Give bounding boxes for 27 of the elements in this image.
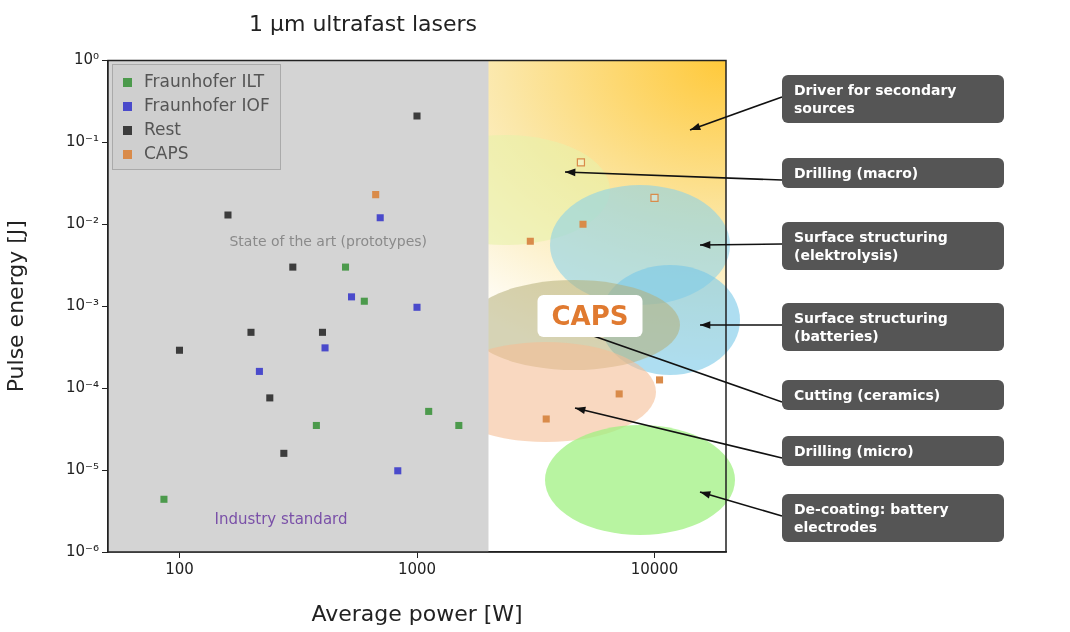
y-tick-label: 10⁻⁵	[65, 459, 99, 478]
y-tick-label: 10⁻⁶	[65, 541, 99, 560]
text: Drilling (macro)	[782, 158, 1004, 188]
y-tick-label: 10⁰	[73, 50, 99, 69]
x-tick-label: 100	[165, 559, 194, 578]
x-axis-title: Average power [W]	[311, 600, 523, 626]
annotation: CAPS	[537, 295, 643, 337]
text: Surface structuring (elektrolysis)	[782, 222, 1004, 270]
band-label: State of the art (prototypes)	[229, 232, 428, 249]
text: Cutting (ceramics)	[782, 380, 1004, 410]
y-tick-label: 10⁻¹	[65, 132, 99, 151]
y-tick-label: 10⁻³	[65, 296, 99, 315]
text: De-coating: battery electrodes	[782, 494, 1004, 542]
legend-label: Fraunhofer ILT	[143, 70, 266, 93]
chart-title: 1 µm ultrafast lasers	[248, 10, 478, 36]
text: Drilling (micro)	[782, 436, 1004, 466]
y-tick-label: 10⁻²	[65, 214, 99, 233]
legend-label: CAPS	[143, 142, 190, 165]
legend-label: Fraunhofer IOF	[143, 94, 270, 117]
annotation: Industry standard	[214, 510, 348, 528]
x-tick-label: 1000	[397, 559, 437, 578]
x-tick-label: 10000	[630, 559, 679, 578]
y-axis-title: Pulse energy [J]	[2, 220, 28, 393]
y-tick-label: 10⁻⁴	[65, 378, 99, 397]
text: Surface structuring (batteries)	[782, 303, 1004, 351]
text: Driver for secondary sources	[782, 75, 1004, 123]
legend-label: Rest	[143, 118, 183, 141]
